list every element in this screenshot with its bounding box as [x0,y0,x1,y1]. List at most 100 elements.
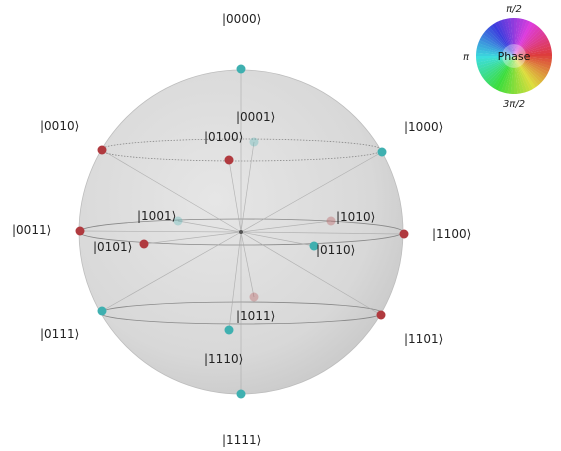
phase-wedge [479,37,514,56]
phase-wedge [484,56,514,83]
phase-wedge [500,19,514,56]
marker-0011 [75,226,85,236]
phase-wedge [514,24,539,56]
phase-wedge [514,56,552,63]
phase-wedge [514,56,549,75]
phase-wedge [476,49,514,56]
phase-wedge [494,21,514,57]
phase-wedge [514,56,541,86]
phase-wedge [495,56,514,91]
phase-wedge [477,56,514,70]
phase-wheel-title: Phase [498,50,531,63]
phase-wedge [514,56,528,93]
marker-1011 [249,292,259,302]
phase-wedge [475,52,514,57]
vector-line [101,149,242,233]
phase-wedge [484,29,514,56]
phase-wedge [514,23,536,56]
phase-wheel-legend: Phase π/2 π 3π/2 [463,4,552,110]
phase-wedge [482,31,514,56]
label-0101: |0101⟩ [93,240,132,254]
marker-1110 [224,325,234,335]
phase-wedge [481,56,514,78]
phase-wedge [492,56,514,89]
phase-wedge [514,31,546,56]
vector-line [240,231,405,235]
label-1011: |1011⟩ [236,309,275,323]
state-markers [75,64,409,399]
phase-wedge [507,56,514,94]
phase-wedge [514,56,547,78]
label-0011: |0011⟩ [12,223,51,237]
label-0111: |0111⟩ [40,327,79,341]
label-0000: |0000⟩ [222,12,261,26]
vector-line [240,231,255,298]
phase-color-wheel [475,18,552,95]
phase-wedge [514,56,551,69]
phase-wedge [514,19,527,56]
phase-wedge [514,56,536,89]
label-1000: |1000⟩ [404,120,443,134]
vector-line [101,231,242,312]
vector-line [228,231,242,331]
phase-wedge [514,20,531,56]
phase-wedge [504,18,514,56]
phase-wedge [514,34,547,56]
phase-wedge [489,56,514,88]
phase-label-top: π/2 [506,4,522,15]
phase-wedge [482,56,514,81]
phase-wedge [514,56,539,88]
phase-wedge [514,29,544,56]
phase-wedge [477,43,514,56]
phase-wedge [514,56,552,66]
phase-wedge [492,23,514,56]
phase-wedge [514,56,534,91]
phase-wedge [514,56,524,94]
phase-wedge [489,24,514,56]
phase-wedge [481,34,514,56]
phase-wedge [514,46,552,56]
vector-line [240,220,332,233]
marker-1101 [376,310,386,320]
phase-wedge [497,56,514,92]
marker-0100 [224,155,234,165]
phase-wedge [514,26,541,56]
state-vector-lines [79,69,405,394]
phase-wedge [478,56,514,73]
marker-1100 [399,229,409,239]
phase-wedge [510,56,515,95]
marker-1111 [236,389,246,399]
phase-wedge [514,21,533,56]
vector-line [240,151,383,233]
phase-wedge [504,56,514,94]
marker-0000 [236,64,246,74]
vector-line [240,231,315,247]
marker-0010 [97,145,107,155]
label-1010: |1010⟩ [336,210,375,224]
label-0110: |0110⟩ [316,243,355,257]
vector-line [240,141,255,233]
phase-wedge [514,56,544,83]
marker-0111 [97,306,107,316]
phase-label-left: π [463,52,470,63]
vector-line [240,231,382,316]
phase-wedge [514,18,521,57]
marker-0001 [249,137,259,147]
label-1001: |1001⟩ [137,209,176,223]
phase-wedge [514,56,550,73]
label-0100: |0100⟩ [204,130,243,144]
phase-wheel-center [502,44,526,68]
phase-wedge [487,26,514,56]
phase-wedge [479,56,514,76]
phase-wedge [514,36,549,56]
phase-wedge [514,56,546,81]
label-1101: |1101⟩ [404,332,443,346]
sphere-center [239,230,243,234]
phase-wedge [514,56,531,92]
label-0001: |0001⟩ [236,110,275,124]
marker-1000 [377,147,387,157]
label-1111: |1111⟩ [222,433,261,447]
marker-0101 [139,239,149,249]
state-labels: |0000⟩ |0001⟩ |0010⟩ |0100⟩ |1000⟩ |0011… [12,12,471,447]
phase-wedge [487,56,514,86]
